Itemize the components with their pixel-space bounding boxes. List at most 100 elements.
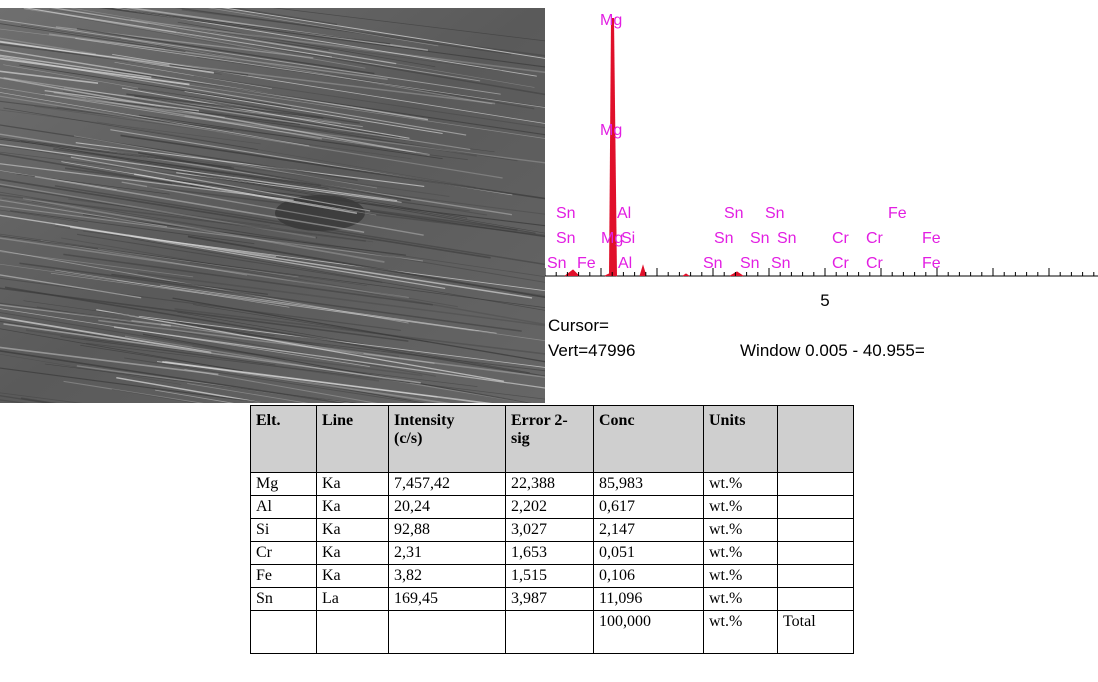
table-cell — [317, 611, 389, 654]
table-cell: wt.% — [704, 588, 778, 611]
table-cell-text: La — [322, 590, 339, 607]
table-cell-text: Mg — [256, 475, 278, 492]
table-cell: 2,147 — [594, 519, 704, 542]
peak-label: Fe — [577, 255, 596, 272]
table-cell — [506, 611, 594, 654]
table-cell-text: 2,147 — [599, 521, 635, 538]
table-cell: Ka — [317, 542, 389, 565]
table-cell: Total — [778, 611, 854, 654]
peak-label: Fe — [922, 255, 941, 272]
table-cell-text: 1,515 — [511, 567, 581, 585]
results-table: Elt.LineIntensity (c/s)Error 2-sigConcUn… — [250, 405, 854, 654]
table-cell — [778, 519, 854, 542]
table-cell-text: 20,24 — [394, 498, 464, 516]
table-cell-text: Si — [256, 521, 269, 538]
peak-label: Sn — [556, 205, 576, 222]
table-row: Cr Ka 2,31 1,653 0,051 wt.% — [251, 542, 854, 565]
table-cell-text: 0,106 — [599, 567, 635, 584]
table-cell — [778, 473, 854, 496]
table-cell: 169,45 — [389, 588, 506, 611]
table-cell-text: 1,653 — [511, 544, 581, 562]
table-cell-text: 3,82 — [394, 567, 464, 585]
table-cell-text: 0,051 — [599, 544, 635, 561]
table-cell-text: 2,31 — [394, 544, 464, 562]
peak-label: Mg — [600, 12, 622, 29]
table-cell: Sn — [251, 588, 317, 611]
table-cell: Si — [251, 519, 317, 542]
header-cell-text: Error 2-sig — [511, 412, 581, 448]
table-cell — [778, 588, 854, 611]
table-cell: 3,027 — [506, 519, 594, 542]
peak-label: Fe — [922, 230, 941, 247]
table-cell-text: Sn — [256, 590, 273, 607]
table-cell-text: 7,457,42 — [394, 475, 464, 493]
peak-label: Sn — [740, 255, 760, 272]
table-cell: Al — [251, 496, 317, 519]
header-cell-text: Conc — [599, 412, 635, 429]
table-cell: 22,388 — [506, 473, 594, 496]
table-cell-text: wt.% — [709, 498, 742, 515]
table-cell: 3,82 — [389, 565, 506, 588]
window-label: Window 0.005 - 40.955= — [740, 341, 925, 360]
table-cell — [778, 496, 854, 519]
table-cell: Ka — [317, 565, 389, 588]
table-cell: 0,106 — [594, 565, 704, 588]
table-cell: Ka — [317, 473, 389, 496]
peak-label: Cr — [866, 255, 884, 272]
table-cell-text: Al — [256, 498, 272, 515]
table-cell: 1,515 — [506, 565, 594, 588]
peak-label: Si — [621, 230, 635, 247]
table-cell: Fe — [251, 565, 317, 588]
peak-label: Sn — [724, 205, 744, 222]
header-cell — [778, 406, 854, 473]
table-cell: 2,202 — [506, 496, 594, 519]
table-row: Sn La 169,45 3,987 11,096 wt.% — [251, 588, 854, 611]
table-cell-text: 92,88 — [394, 521, 464, 539]
table-cell-text: wt.% — [709, 544, 742, 561]
table-cell-text: 100,000 — [599, 613, 651, 630]
table-cell-text: 169,45 — [394, 590, 464, 608]
table-cell-text: Fe — [256, 567, 272, 584]
table-cell-text: 3,987 — [511, 590, 581, 608]
peak-label: Sn — [750, 230, 770, 247]
table-cell-text: wt.% — [709, 613, 742, 630]
table-cell: 3,987 — [506, 588, 594, 611]
table-cell-text: 2,202 — [511, 498, 581, 516]
peak-label: Sn — [556, 230, 576, 247]
table-cell: wt.% — [704, 611, 778, 654]
table-cell: 11,096 — [594, 588, 704, 611]
header-cell-text: Units — [709, 412, 745, 429]
table-cell: 0,051 — [594, 542, 704, 565]
header-cell-text: Elt. — [256, 412, 280, 429]
peak-label: Sn — [714, 230, 734, 247]
table-row: SiKa92,883,0272,147wt.% — [251, 519, 854, 542]
peak-label: Cr — [866, 230, 884, 247]
header-cell: Units — [704, 406, 778, 473]
peak-label: Mg — [600, 122, 622, 139]
header-cell-text: Intensity (c/s) — [394, 412, 464, 448]
peak-label: Sn — [777, 230, 797, 247]
total-row: 100,000 wt.% Total — [251, 611, 854, 654]
table-cell: Cr — [251, 542, 317, 565]
table-cell-text: wt.% — [709, 475, 742, 492]
header-cell: Intensity (c/s) — [389, 406, 506, 473]
table-cell: wt.% — [704, 496, 778, 519]
peak-label: Sn — [765, 205, 785, 222]
table-cell: Ka — [317, 496, 389, 519]
table-cell — [389, 611, 506, 654]
table-cell-text: 0,617 — [599, 498, 635, 515]
header-cell: Conc — [594, 406, 704, 473]
table-cell: 20,24 — [389, 496, 506, 519]
table-cell-text: Ka — [322, 544, 341, 561]
table-cell: wt.% — [704, 473, 778, 496]
table-cell-text: 11,096 — [599, 590, 642, 607]
table-cell — [778, 542, 854, 565]
table-cell-text: Total — [783, 613, 816, 630]
table-cell: 92,88 — [389, 519, 506, 542]
table-cell — [251, 611, 317, 654]
table-cell: wt.% — [704, 519, 778, 542]
table-cell-text: Ka — [322, 498, 341, 515]
table-cell-text: wt.% — [709, 521, 742, 538]
peak-label: Sn — [771, 255, 791, 272]
table-cell: 7,457,42 — [389, 473, 506, 496]
